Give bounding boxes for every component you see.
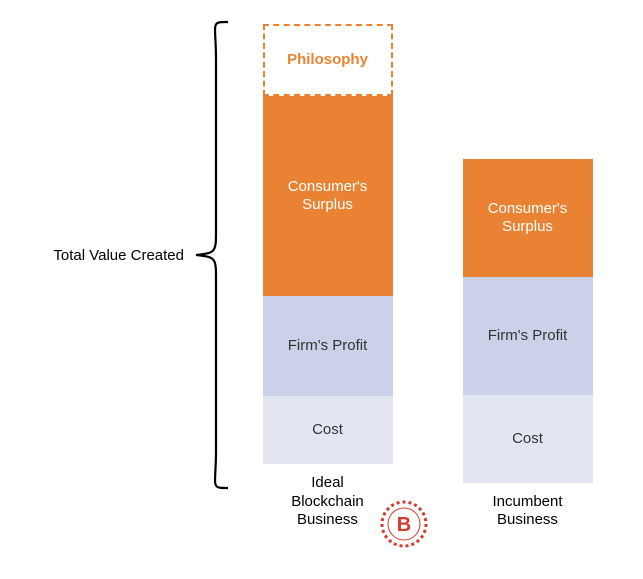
bar-ideal: PhilosophyConsumer'sSurplusFirm's Profit… [263,24,393,530]
segment-philosophy: Philosophy [263,24,393,96]
segment-consumer-s-surplus: Consumer'sSurplus [463,159,593,277]
y-axis-label-column: Total Value Created [20,20,190,490]
bitcoin-watermark-icon: B [380,500,428,548]
bar-incumbent: Consumer'sSurplusFirm's ProfitCost Incumb… [463,159,593,531]
diagram-container: Total Value Created PhilosophyConsumer's… [0,0,643,579]
bar-stack: Consumer'sSurplusFirm's ProfitCost [463,159,593,483]
y-axis-label: Total Value Created [53,247,190,264]
segment-firm-s-profit: Firm's Profit [263,296,393,396]
svg-text:B: B [397,514,411,536]
bar-stack: PhilosophyConsumer'sSurplusFirm's Profit… [263,24,393,464]
bars-area: PhilosophyConsumer'sSurplusFirm's Profit… [232,20,623,540]
segment-cost: Cost [463,395,593,483]
curly-brace [190,20,232,490]
bar-caption: IdealBlockchainBusiness [291,474,364,530]
segment-firm-s-profit: Firm's Profit [463,277,593,395]
bar-caption: IncumbentBusiness [492,493,562,531]
segment-consumer-s-surplus: Consumer'sSurplus [263,96,393,296]
segment-cost: Cost [263,396,393,464]
